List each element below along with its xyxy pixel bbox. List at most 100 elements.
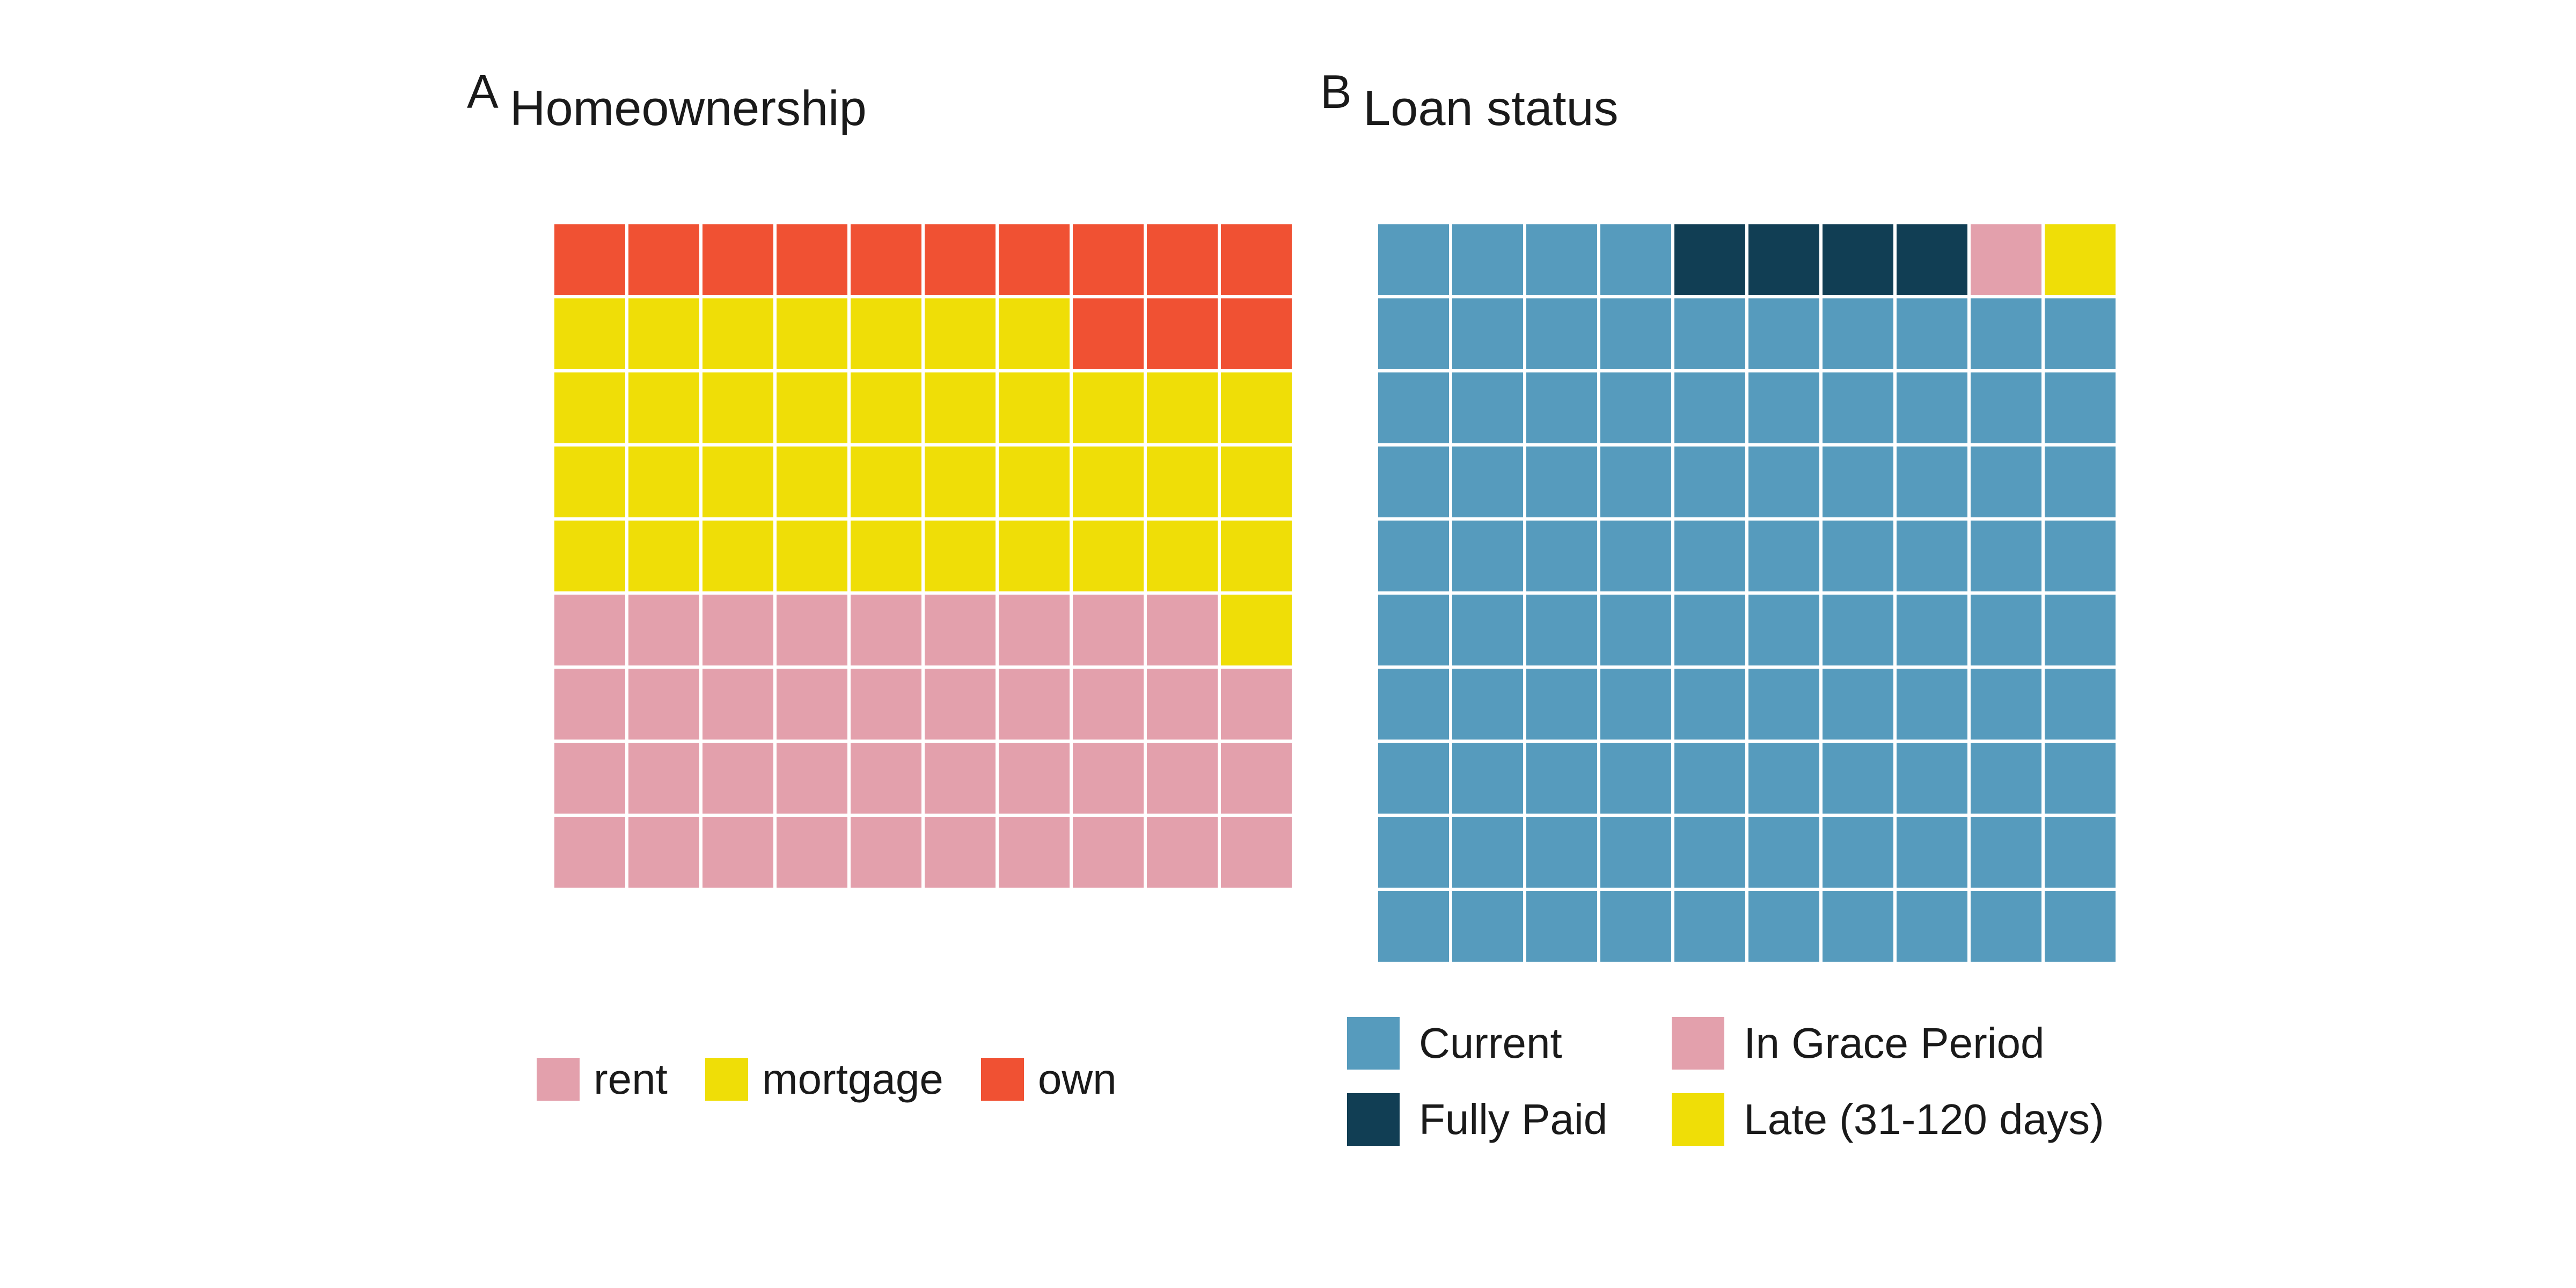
legend-item: mortgage — [705, 1055, 943, 1104]
legend-item: own — [981, 1055, 1117, 1104]
waffle-cell — [1747, 371, 1821, 445]
legend-label: rent — [594, 1055, 668, 1104]
waffle-cell — [997, 815, 1071, 889]
legend-label: Fully Paid — [1419, 1095, 1607, 1144]
waffle-cell — [1895, 593, 1969, 667]
waffle-cell — [1895, 519, 1969, 593]
waffle-cell — [1071, 297, 1145, 371]
legend-label: own — [1038, 1055, 1117, 1104]
panel-a-title: Homeownership — [510, 80, 867, 137]
waffle-cell — [997, 445, 1071, 519]
waffle-cell — [1219, 741, 1293, 815]
waffle-cell — [553, 667, 627, 741]
legend-swatch — [537, 1058, 580, 1101]
waffle-cell — [775, 297, 849, 371]
waffle-cell — [1969, 223, 2043, 297]
waffle-cell — [1071, 593, 1145, 667]
waffle-cell — [1451, 889, 1525, 963]
waffle-cell — [2043, 815, 2117, 889]
legend-label: In Grace Period — [1744, 1019, 2044, 1068]
legend-loanstatus: CurrentIn Grace PeriodFully PaidLate (31… — [1347, 1017, 2104, 1146]
waffle-cell — [1673, 593, 1747, 667]
waffle-cell — [1599, 593, 1673, 667]
legend-homeownership: rent mortgage own — [537, 1055, 1117, 1104]
waffle-cell — [1747, 741, 1821, 815]
waffle-cell — [1451, 297, 1525, 371]
panel-b-letter: B — [1320, 64, 1352, 119]
waffle-cell — [1071, 741, 1145, 815]
waffle-cell — [1895, 667, 1969, 741]
waffle-cell — [2043, 297, 2117, 371]
waffle-cell — [775, 371, 849, 445]
waffle-cell — [775, 667, 849, 741]
waffle-cell — [701, 741, 775, 815]
waffle-cell — [1969, 815, 2043, 889]
waffle-cell — [1525, 889, 1599, 963]
waffle-cell — [1451, 519, 1525, 593]
waffle-cell — [923, 519, 997, 593]
waffle-cell — [1219, 297, 1293, 371]
waffle-cell — [923, 297, 997, 371]
waffle-cell — [1377, 297, 1451, 371]
waffle-cell — [1969, 371, 2043, 445]
waffle-cell — [997, 297, 1071, 371]
waffle-cell — [627, 223, 701, 297]
waffle-cell — [1071, 223, 1145, 297]
waffle-cell — [849, 667, 923, 741]
legend-label: Late (31-120 days) — [1744, 1095, 2104, 1144]
waffle-cell — [1071, 667, 1145, 741]
waffle-cell — [1895, 223, 1969, 297]
legend-label: mortgage — [762, 1055, 943, 1104]
waffle-cell — [627, 815, 701, 889]
waffle-cell — [1599, 223, 1673, 297]
waffle-cell — [1821, 815, 1895, 889]
waffle-cell — [775, 741, 849, 815]
waffle-cell — [1821, 593, 1895, 667]
waffle-cell — [1145, 519, 1219, 593]
waffle-cell — [1895, 371, 1969, 445]
waffle-cell — [1747, 519, 1821, 593]
waffle-cell — [627, 519, 701, 593]
waffle-cell — [1821, 519, 1895, 593]
waffle-cell — [1673, 741, 1747, 815]
waffle-cell — [627, 741, 701, 815]
waffle-cell — [1219, 519, 1293, 593]
waffle-cell — [1599, 741, 1673, 815]
legend-swatch — [1347, 1017, 1400, 1070]
waffle-cell — [997, 593, 1071, 667]
waffle-cell — [1599, 889, 1673, 963]
legend-swatch — [1672, 1017, 1724, 1070]
waffle-cell — [849, 371, 923, 445]
legend-swatch — [1672, 1093, 1724, 1146]
waffle-cell — [1673, 667, 1747, 741]
waffle-cell — [1219, 593, 1293, 667]
waffle-cell — [1377, 667, 1451, 741]
waffle-cell — [701, 297, 775, 371]
waffle-cell — [1895, 741, 1969, 815]
waffle-cell — [627, 593, 701, 667]
waffle-cell — [1599, 815, 1673, 889]
waffle-cell — [1071, 371, 1145, 445]
waffle-cell — [849, 223, 923, 297]
legend-item: rent — [537, 1055, 668, 1104]
waffle-cell — [1969, 519, 2043, 593]
waffle-cell — [701, 593, 775, 667]
waffle-cell — [923, 371, 997, 445]
waffle-cell — [553, 519, 627, 593]
waffle-cell — [1377, 741, 1451, 815]
waffle-cell — [2043, 889, 2117, 963]
legend-swatch — [1347, 1093, 1400, 1146]
waffle-cell — [849, 593, 923, 667]
legend-item: In Grace Period — [1672, 1017, 2104, 1070]
waffle-cell — [1895, 889, 1969, 963]
waffle-cell — [2043, 593, 2117, 667]
waffle-cell — [1747, 815, 1821, 889]
legend-item: Fully Paid — [1347, 1093, 1607, 1146]
waffle-cell — [1377, 445, 1451, 519]
panel-a-letter: A — [467, 64, 499, 119]
waffle-cell — [1145, 667, 1219, 741]
waffle-cell — [1821, 741, 1895, 815]
waffle-cell — [1673, 445, 1747, 519]
waffle-cell — [997, 223, 1071, 297]
waffle-cell — [1821, 223, 1895, 297]
